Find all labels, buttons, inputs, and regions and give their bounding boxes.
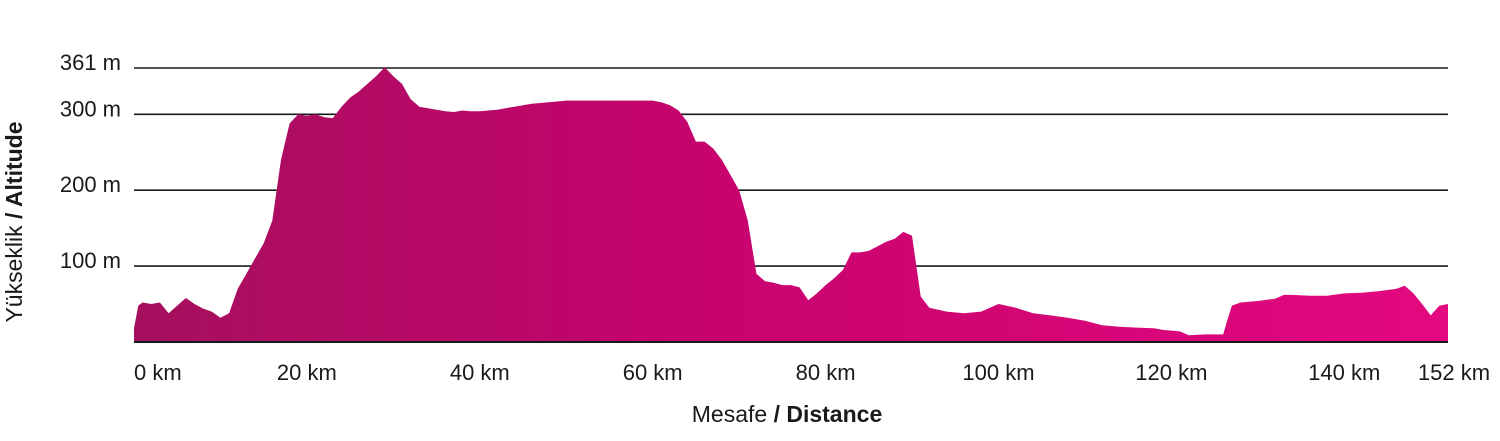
- x-tick-label: 140 km: [1308, 360, 1380, 385]
- x-tick-label: 20 km: [277, 360, 337, 385]
- y-axis-title: Yükseklik / Altitude: [1, 121, 27, 322]
- x-tick-label: 152 km: [1418, 360, 1490, 385]
- x-tick-labels: 0 km 20 km 40 km 60 km 80 km 100 km 120 km 140 …: [134, 360, 1490, 385]
- y-tick-label: 300 m: [60, 96, 121, 121]
- y-tick-labels: 100 m 200 m 300 m 361 m: [60, 50, 121, 273]
- x-axis-title-bold: / Distance: [774, 401, 883, 427]
- x-tick-label: 40 km: [450, 360, 510, 385]
- elevation-area: [134, 67, 1448, 342]
- y-axis-title-bold: / Altitude: [1, 121, 27, 219]
- x-tick-label: 100 km: [962, 360, 1034, 385]
- x-tick-label: 120 km: [1135, 360, 1207, 385]
- x-tick-label: 80 km: [796, 360, 856, 385]
- x-tick-label: 60 km: [623, 360, 683, 385]
- y-tick-label: 100 m: [60, 248, 121, 273]
- y-tick-label: 200 m: [60, 172, 121, 197]
- y-axis-title-plain: Yükseklik: [1, 225, 27, 323]
- x-axis-title: Mesafe / Distance: [692, 401, 882, 427]
- x-tick-label: 0 km: [134, 360, 182, 385]
- x-axis-title-plain: Mesafe: [692, 401, 767, 427]
- y-tick-label: 361 m: [60, 50, 121, 75]
